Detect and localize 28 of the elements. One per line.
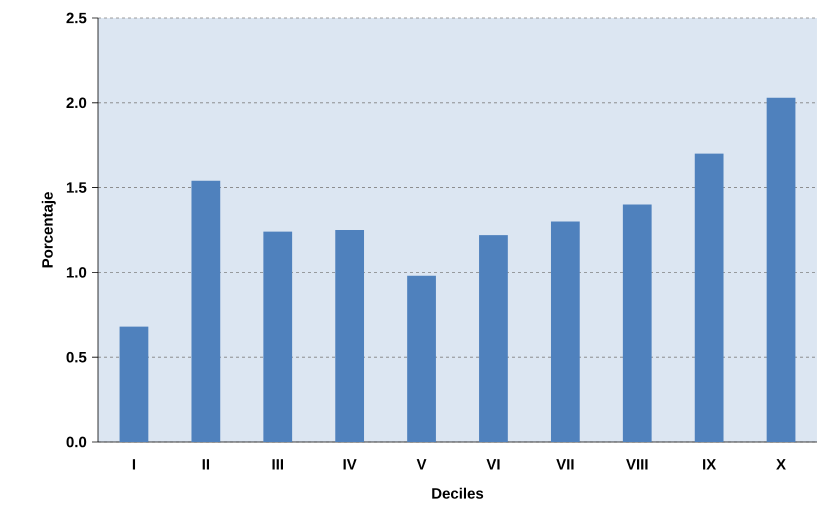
bar: [622, 204, 652, 442]
x-tick-label: II: [202, 459, 210, 470]
bar: [766, 98, 796, 442]
bar: [550, 222, 580, 442]
x-tick-label: VI: [486, 459, 500, 470]
x-tick-label: III: [272, 459, 284, 470]
bar: [191, 180, 220, 442]
bar: [407, 276, 436, 442]
x-tick-label: VII: [556, 459, 574, 470]
y-tick-label: 2.0: [66, 97, 86, 108]
y-tick-label: 2.5: [66, 12, 86, 24]
x-tick-label: V: [416, 459, 426, 470]
bar: [694, 154, 724, 442]
x-tick-label: X: [776, 459, 786, 470]
x-tick-label: IX: [703, 459, 716, 470]
y-axis-title: Porcentaje: [42, 192, 56, 268]
bar: [479, 235, 508, 442]
y-tick-label: 0.5: [66, 352, 86, 362]
bar: [335, 230, 364, 442]
y-tick-label: 1.0: [66, 267, 86, 278]
x-axis-title: Deciles: [432, 488, 484, 499]
bar: [120, 326, 148, 442]
y-tick-label: 1.5: [66, 182, 86, 193]
x-tick-label: I: [132, 459, 136, 470]
x-tick-label: IV: [344, 459, 357, 470]
y-tick-label: 0.0: [66, 436, 86, 448]
x-tick-label: VIII: [626, 459, 648, 470]
bar: [263, 232, 292, 442]
